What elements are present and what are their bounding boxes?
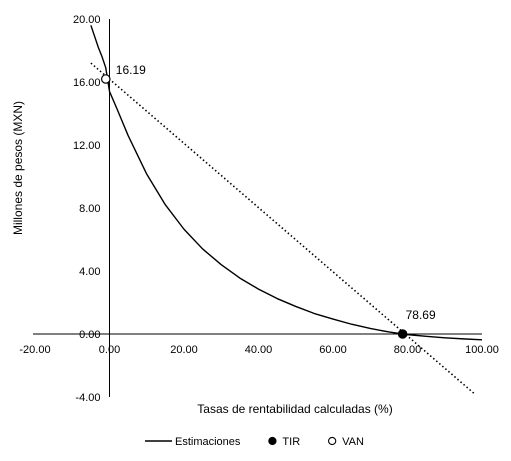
y-axis-title: Millones de pesos (MXN) xyxy=(11,101,25,235)
y-tick-label: -4.00 xyxy=(75,392,100,404)
x-tick-label: 60.00 xyxy=(319,344,347,356)
series-line-1 xyxy=(90,62,476,395)
x-tick-label: 100.00 xyxy=(465,344,499,356)
x-tick-label: 40.00 xyxy=(245,344,273,356)
point-van xyxy=(100,74,111,84)
point-tir xyxy=(397,329,408,339)
x-axis-title: Tasas de rentabilidad calculadas (%) xyxy=(197,402,392,416)
x-tick-label: 20.00 xyxy=(170,344,198,356)
point-label-tir: 78.69 xyxy=(406,308,436,322)
x-tick-label: -20.00 xyxy=(19,344,50,356)
y-tick-label: 8.00 xyxy=(79,203,100,215)
y-tick-label: 4.00 xyxy=(79,266,100,278)
legend-marker-van xyxy=(328,436,337,446)
legend-label-van: VAN xyxy=(342,436,364,448)
x-tick-label: 80.00 xyxy=(394,344,422,356)
y-tick-label: 16.00 xyxy=(73,77,101,89)
axes: -20.00 0.00 20.00 40.00 60.00 80.00 100.00 -4.0… xyxy=(19,14,498,404)
series-line-estimaciones xyxy=(90,25,483,341)
points-layer: 78.69 16.19 xyxy=(100,63,436,339)
y-tick-label: 20.00 xyxy=(73,14,101,26)
legend-label-tir: TIR xyxy=(282,436,300,448)
y-tick-label: 0.00 xyxy=(79,329,100,341)
legend: Estimaciones TIR VAN xyxy=(145,436,364,448)
series-layer xyxy=(90,25,483,395)
legend-label-estimaciones: Estimaciones xyxy=(175,436,241,448)
x-tick-label: 0.00 xyxy=(99,344,120,356)
y-tick-label: 12.00 xyxy=(73,140,101,152)
legend-marker-tir xyxy=(268,436,277,446)
point-label-van: 16.19 xyxy=(116,63,146,77)
